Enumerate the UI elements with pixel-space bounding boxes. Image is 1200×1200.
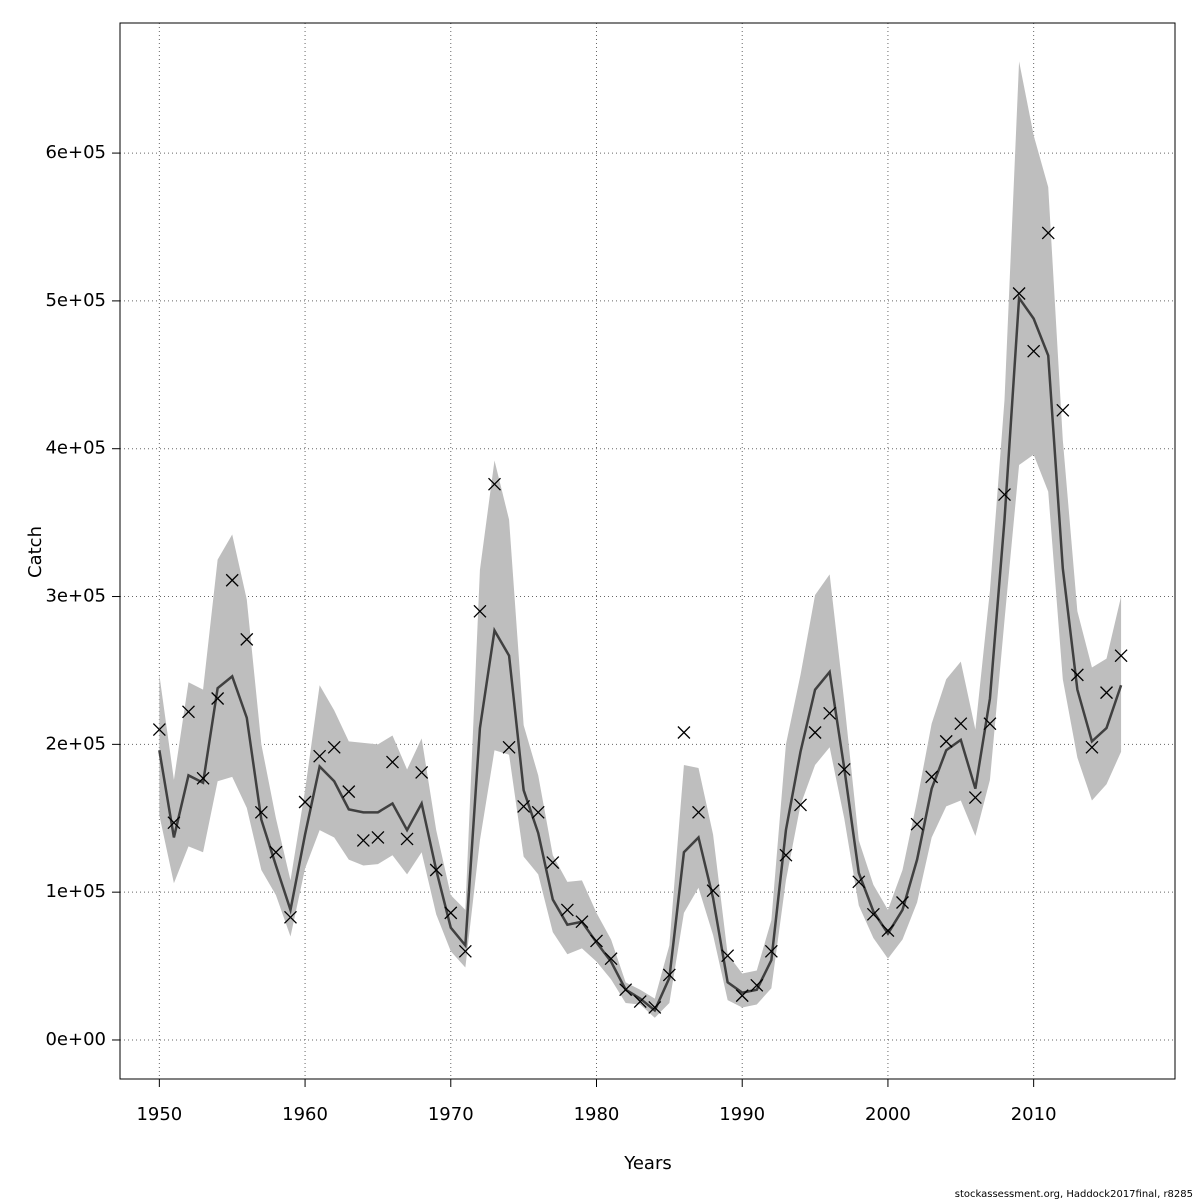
observed-point <box>546 856 560 870</box>
observed-point <box>604 952 618 966</box>
y-axis-label: Catch <box>25 526 46 578</box>
y-tick-label: 0e+00 <box>45 1029 106 1050</box>
observed-point <box>648 1001 662 1014</box>
observed-point <box>721 949 735 963</box>
observed-point <box>706 884 720 898</box>
observed-point <box>167 816 181 830</box>
x-tick-label: 2000 <box>865 1104 911 1125</box>
observed-point <box>968 791 982 805</box>
confidence-band <box>159 61 1122 1018</box>
observed-point <box>881 924 895 938</box>
observed-point <box>837 763 851 776</box>
observed-point <box>1085 740 1099 754</box>
observed-point <box>196 771 210 785</box>
observed-point <box>1012 287 1026 300</box>
observed-point <box>371 831 385 844</box>
observed-point <box>1114 649 1128 663</box>
observed-point <box>852 875 866 889</box>
y-tick-label: 4e+05 <box>45 438 106 459</box>
observed-point <box>808 726 822 739</box>
observed-point <box>1041 226 1055 240</box>
observed-point <box>269 845 283 859</box>
observed-point <box>182 705 195 719</box>
observed-point <box>473 604 487 618</box>
observed-point <box>954 717 968 731</box>
y-tick-label: 2e+05 <box>45 733 106 754</box>
x-tick-label: 1980 <box>574 1104 620 1125</box>
x-tick-label: 1970 <box>428 1104 474 1125</box>
observed-point <box>444 906 458 920</box>
caption: stockassessment.org, Haddock2017final, r… <box>955 1189 1193 1200</box>
observed-point <box>1100 686 1113 700</box>
x-tick-label: 1960 <box>282 1104 328 1125</box>
observed-point <box>560 903 574 917</box>
observed-point <box>152 723 166 737</box>
observed-point <box>517 799 531 813</box>
observed-point <box>823 706 837 720</box>
y-tick-label: 3e+05 <box>45 586 106 607</box>
observed-point <box>998 488 1011 501</box>
observed-point <box>531 805 545 819</box>
observed-point <box>298 795 312 809</box>
observed-point <box>1056 403 1070 417</box>
observed-point <box>386 755 399 769</box>
x-tick-label: 1990 <box>719 1104 765 1125</box>
x-tick-label: 2010 <box>1011 1104 1057 1125</box>
y-tick-label: 6e+05 <box>45 142 106 163</box>
observed-point <box>910 817 924 831</box>
observed-point <box>488 477 501 491</box>
observed-point <box>735 989 749 1003</box>
observed-point <box>619 983 633 997</box>
y-tick-label: 5e+05 <box>45 290 106 311</box>
x-tick-label: 1950 <box>136 1104 182 1125</box>
observed-point <box>575 915 589 929</box>
observed-point <box>342 785 356 799</box>
y-tick-label: 1e+05 <box>45 881 106 902</box>
observed-point <box>750 978 764 992</box>
observed-point <box>866 907 880 921</box>
observed-point <box>225 573 239 587</box>
observed-point <box>356 833 370 847</box>
observed-point <box>1027 344 1041 358</box>
observed-point <box>458 944 472 958</box>
observed-point <box>254 805 268 819</box>
observed-point <box>284 910 297 924</box>
estimate-line <box>158 294 1123 1013</box>
observed-point <box>590 934 603 948</box>
observed-point <box>633 995 647 1008</box>
observed-point <box>240 632 254 646</box>
observed-point <box>925 770 939 784</box>
observed-point <box>677 726 691 739</box>
observed-point <box>415 765 429 779</box>
observed-point <box>429 863 443 877</box>
observed-point <box>983 717 997 731</box>
observed-point <box>211 692 225 705</box>
observed-point <box>794 798 807 812</box>
observed-point <box>1070 668 1084 682</box>
observed-point <box>764 944 778 958</box>
observed-point <box>939 734 953 748</box>
observed-point <box>327 740 341 754</box>
observed-point <box>896 896 909 909</box>
x-axis-label: Years <box>623 1153 672 1174</box>
observed-point <box>779 848 793 862</box>
observed-point <box>662 968 676 982</box>
plot-frame <box>119 22 1176 1080</box>
observed-point <box>313 749 327 763</box>
observed-point <box>400 832 414 846</box>
observed-point <box>692 805 705 819</box>
observed-point <box>502 740 516 754</box>
